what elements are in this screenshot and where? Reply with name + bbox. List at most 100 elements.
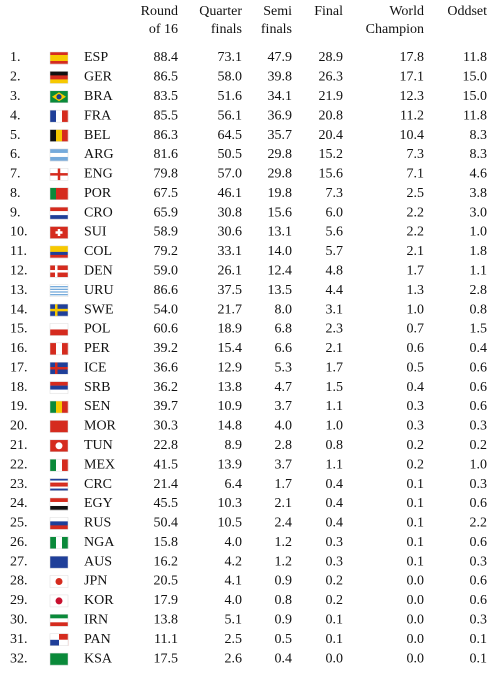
cell-value: 0.8 bbox=[470, 302, 488, 317]
flag-stripe bbox=[50, 622, 68, 627]
cell-value: 13.8 bbox=[218, 380, 243, 395]
cell-value: 60.6 bbox=[154, 322, 179, 337]
cell-value: 4.0 bbox=[275, 419, 293, 434]
flag-stripe bbox=[50, 152, 68, 158]
cell-value: 36.6 bbox=[154, 360, 179, 375]
cell-value: 10.3 bbox=[218, 496, 243, 511]
rank: 19. bbox=[10, 399, 28, 414]
country-code: JPN bbox=[84, 574, 107, 589]
cell-value: 12.4 bbox=[268, 264, 293, 279]
cell-value: 11.2 bbox=[400, 108, 424, 123]
rank: 26. bbox=[10, 535, 28, 550]
cell-value: 30.6 bbox=[218, 225, 243, 240]
cell-value: 83.5 bbox=[154, 89, 179, 104]
flag-stripe bbox=[50, 459, 57, 472]
cell-value: 1.3 bbox=[407, 283, 425, 298]
cell-value: 12.3 bbox=[400, 89, 425, 104]
cell-value: 30.3 bbox=[154, 419, 179, 434]
cell-value: 2.1 bbox=[275, 496, 293, 511]
flag-stripe bbox=[50, 525, 68, 530]
cell-value: 51.6 bbox=[218, 89, 243, 104]
cell-value: 4.2 bbox=[225, 554, 243, 569]
rank: 31. bbox=[10, 632, 28, 647]
flag-border bbox=[49, 187, 69, 200]
flag-icon bbox=[49, 187, 69, 200]
cell-value: 2.5 bbox=[225, 632, 243, 647]
flag-icon bbox=[49, 497, 69, 511]
cell-value: 4.1 bbox=[225, 574, 243, 589]
flag-stripe bbox=[56, 110, 63, 123]
cell-value: 12.9 bbox=[218, 360, 243, 375]
cell-value: 73.1 bbox=[218, 50, 243, 65]
cell-value: 30.8 bbox=[218, 205, 243, 220]
rank: 32. bbox=[10, 651, 28, 666]
country-code: AUS bbox=[84, 554, 112, 569]
flag-icon bbox=[49, 303, 69, 317]
country-code: TUN bbox=[84, 438, 113, 453]
cell-value: 59.0 bbox=[154, 264, 179, 279]
cell-value: 8.0 bbox=[275, 302, 293, 317]
cell-value: 2.5 bbox=[407, 186, 425, 201]
flag-stripe bbox=[62, 187, 69, 200]
cell-value: 0.4 bbox=[326, 477, 344, 492]
country-code: CRC bbox=[84, 477, 112, 492]
cell-value: 2.2 bbox=[407, 225, 425, 240]
flag-stripe bbox=[50, 211, 68, 216]
flag-border bbox=[49, 400, 69, 414]
cell-value: 3.7 bbox=[275, 457, 293, 472]
cell-value: 0.0 bbox=[407, 613, 425, 628]
cell-value: 1.5 bbox=[470, 322, 488, 337]
rank: 7. bbox=[10, 167, 21, 182]
rank: 5. bbox=[10, 128, 21, 143]
flag-border bbox=[49, 420, 69, 433]
cell-value: 37.5 bbox=[218, 283, 243, 298]
cell-value: 47.9 bbox=[268, 50, 293, 65]
flag-stripe bbox=[62, 129, 69, 142]
flag-icon bbox=[49, 265, 69, 278]
flag-stripe bbox=[50, 653, 68, 666]
flag-icon bbox=[49, 206, 69, 220]
flag-icon bbox=[49, 148, 69, 162]
cell-value: 46.1 bbox=[218, 186, 243, 201]
flag-stripe bbox=[50, 284, 68, 287]
flag-disc bbox=[55, 597, 63, 605]
country-code: SEN bbox=[84, 399, 110, 414]
cell-value: 0.1 bbox=[326, 632, 344, 647]
cell-value: 26.1 bbox=[218, 264, 243, 279]
cell-value: 20.8 bbox=[319, 108, 344, 123]
flag-border bbox=[49, 497, 69, 511]
cell-value: 17.1 bbox=[400, 70, 425, 85]
flag-stripe bbox=[62, 342, 69, 355]
flag-stripe bbox=[50, 482, 68, 485]
cell-value: 0.0 bbox=[407, 632, 425, 647]
cell-value: 0.4 bbox=[326, 516, 344, 531]
cell-value: 54.0 bbox=[154, 302, 179, 317]
cell-value: 0.6 bbox=[470, 399, 488, 414]
cell-value: 1.0 bbox=[470, 225, 488, 240]
flag-icon bbox=[49, 478, 69, 491]
country-code: SRB bbox=[84, 380, 110, 395]
flag-stripe bbox=[50, 251, 68, 256]
flag-stripe bbox=[50, 505, 68, 511]
cell-value: 58.0 bbox=[218, 70, 243, 85]
flag-stripe bbox=[50, 501, 68, 507]
flag-border bbox=[49, 614, 69, 627]
cell-value: 0.4 bbox=[326, 496, 344, 511]
rank: 24. bbox=[10, 496, 28, 511]
column-header: Oddset bbox=[447, 4, 487, 19]
flag-icon bbox=[49, 575, 69, 588]
country-code: MOR bbox=[84, 419, 117, 434]
rank: 10. bbox=[10, 225, 28, 240]
cell-value: 86.5 bbox=[154, 70, 179, 85]
column-header: Semi bbox=[263, 4, 292, 19]
cell-value: 19.8 bbox=[268, 186, 293, 201]
cell-value: 0.2 bbox=[470, 438, 488, 453]
flag-stripe bbox=[50, 292, 68, 295]
cell-value: 0.6 bbox=[407, 341, 425, 356]
flag-stripe bbox=[50, 486, 68, 489]
cell-value: 2.1 bbox=[326, 341, 344, 356]
flag-stripe bbox=[50, 61, 68, 65]
cell-value: 7.3 bbox=[326, 186, 344, 201]
cell-value: 15.4 bbox=[218, 341, 243, 356]
cell-value: 1.2 bbox=[275, 535, 293, 550]
